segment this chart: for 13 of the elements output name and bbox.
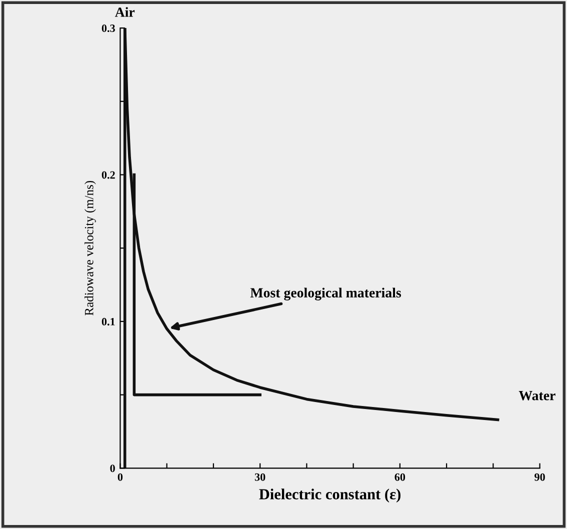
y-tick-label: 0.2: [102, 171, 115, 179]
y-tick-label: 0.1: [102, 318, 115, 326]
x-axis-title: Dielectric constant (ε): [259, 488, 400, 503]
annotation: Most geological materials: [250, 288, 402, 300]
y-axis-title: Radiowave velocity (m/ns): [84, 180, 96, 316]
annotation: Water: [518, 391, 556, 400]
x-tick-label: 90: [534, 473, 545, 481]
annotation: Air: [114, 7, 135, 17]
x-tick-label: 30: [254, 473, 266, 481]
x-tick-label: 0: [118, 473, 123, 481]
x-tick-label: 60: [394, 473, 406, 481]
y-tick-label: 0.3: [102, 24, 115, 32]
y-tick-label: 0: [110, 464, 115, 472]
